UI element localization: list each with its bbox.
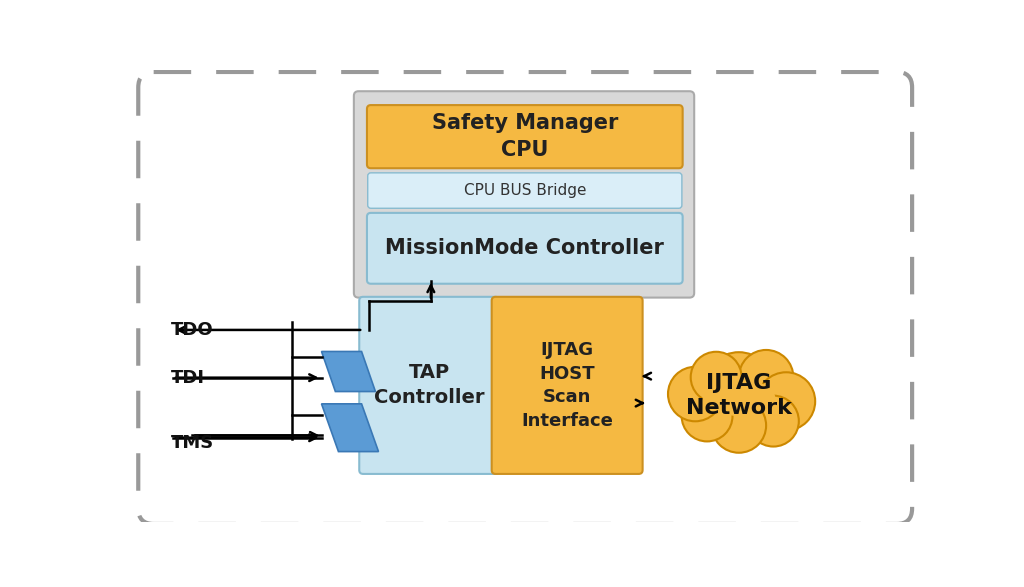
FancyBboxPatch shape — [359, 297, 500, 474]
Ellipse shape — [757, 372, 815, 430]
Text: Safety Manager
CPU: Safety Manager CPU — [431, 113, 618, 160]
FancyBboxPatch shape — [492, 297, 643, 474]
Ellipse shape — [748, 396, 799, 447]
Text: IJTAG
HOST
Scan
Interface: IJTAG HOST Scan Interface — [521, 341, 613, 430]
Text: IJTAG
Network: IJTAG Network — [686, 373, 792, 418]
Ellipse shape — [705, 352, 773, 421]
Ellipse shape — [668, 367, 723, 421]
Ellipse shape — [691, 352, 741, 403]
Ellipse shape — [702, 379, 775, 416]
Polygon shape — [322, 404, 379, 451]
FancyBboxPatch shape — [367, 105, 683, 168]
Ellipse shape — [682, 390, 732, 441]
FancyBboxPatch shape — [138, 72, 912, 524]
Polygon shape — [322, 352, 376, 392]
Ellipse shape — [712, 398, 766, 453]
Text: TAP
Controller: TAP Controller — [374, 363, 484, 407]
Text: TDI: TDI — [171, 369, 205, 387]
Text: MissionMode Controller: MissionMode Controller — [385, 238, 665, 258]
FancyBboxPatch shape — [367, 213, 683, 284]
Ellipse shape — [739, 350, 794, 404]
Text: TDO: TDO — [171, 321, 213, 339]
FancyBboxPatch shape — [368, 173, 682, 208]
Text: CPU BUS Bridge: CPU BUS Bridge — [464, 183, 586, 198]
FancyBboxPatch shape — [354, 91, 694, 298]
Text: TMS: TMS — [171, 434, 214, 452]
